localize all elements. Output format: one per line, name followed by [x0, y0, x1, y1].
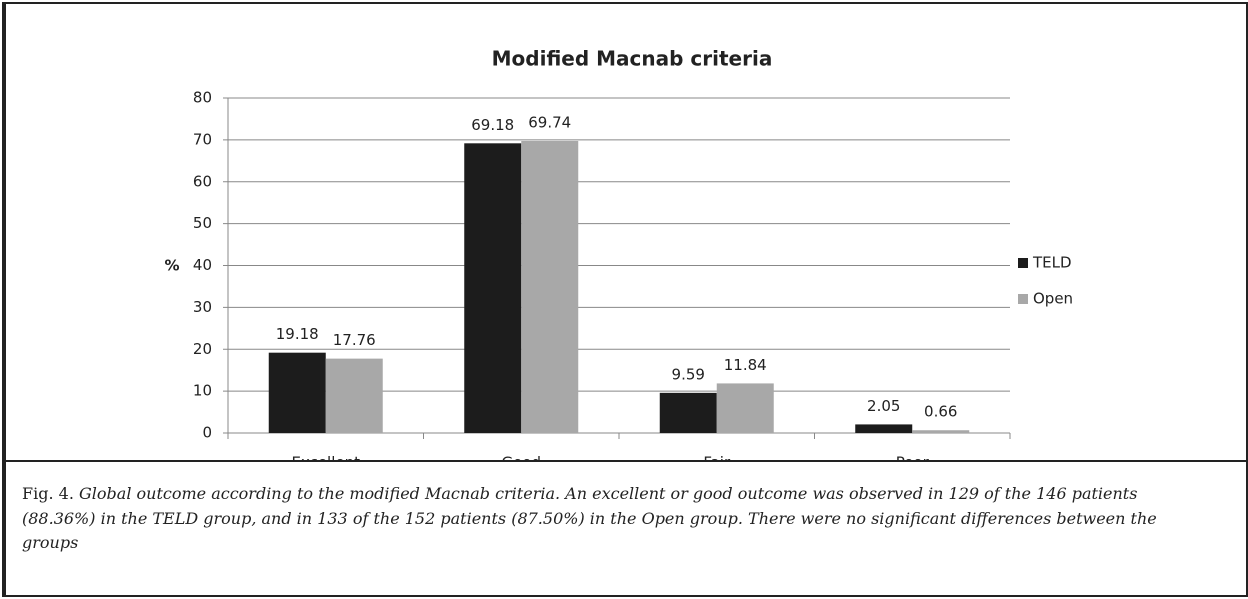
legend-swatch: [1018, 294, 1028, 304]
data-label: 9.59: [672, 365, 705, 383]
y-tick-label: 20: [193, 340, 212, 358]
x-tick-label: Good: [502, 454, 542, 463]
y-tick-label: 0: [202, 424, 212, 442]
legend-label: Open: [1033, 290, 1073, 308]
x-tick-label: Poor: [896, 454, 930, 463]
caption: Fig. 4. Global outcome according to the …: [22, 482, 1202, 556]
bar: [855, 424, 913, 433]
bar: [521, 140, 579, 433]
x-tick-label: Excellent: [291, 454, 360, 463]
caption-label: Fig. 4.: [22, 484, 74, 503]
chart: Modified Macnab criteria % 0 10 20 30 40 50 60…: [6, 47, 1246, 463]
bar: [464, 143, 522, 433]
y-tick-label: 40: [193, 256, 212, 274]
bar: [659, 392, 717, 433]
data-label: 19.18: [276, 325, 319, 343]
y-tick-label: 80: [193, 89, 212, 107]
y-axis-label: %: [164, 257, 179, 275]
y-tick-label: 30: [193, 298, 212, 316]
bar: [268, 352, 326, 433]
y-tick-label: 60: [193, 172, 212, 190]
x-tick-label: Fair: [703, 454, 731, 463]
y-tick-label: 50: [193, 214, 212, 232]
data-label: 69.74: [528, 113, 571, 131]
data-label: 69.18: [471, 116, 514, 134]
data-label: 0.66: [924, 403, 957, 421]
caption-text: Global outcome according to the modified…: [22, 484, 1157, 552]
legend-swatch: [1018, 258, 1028, 268]
bar: [912, 430, 970, 433]
bar: [325, 358, 383, 433]
data-label: 11.84: [724, 356, 767, 374]
y-tick-label: 70: [193, 130, 212, 148]
data-label: 2.05: [867, 397, 900, 415]
chart-title: Modified Macnab criteria: [492, 47, 773, 71]
bar: [716, 383, 774, 433]
y-tick-label: 10: [193, 382, 212, 400]
data-label: 17.76: [333, 331, 376, 349]
legend-label: TELD: [1032, 254, 1072, 272]
